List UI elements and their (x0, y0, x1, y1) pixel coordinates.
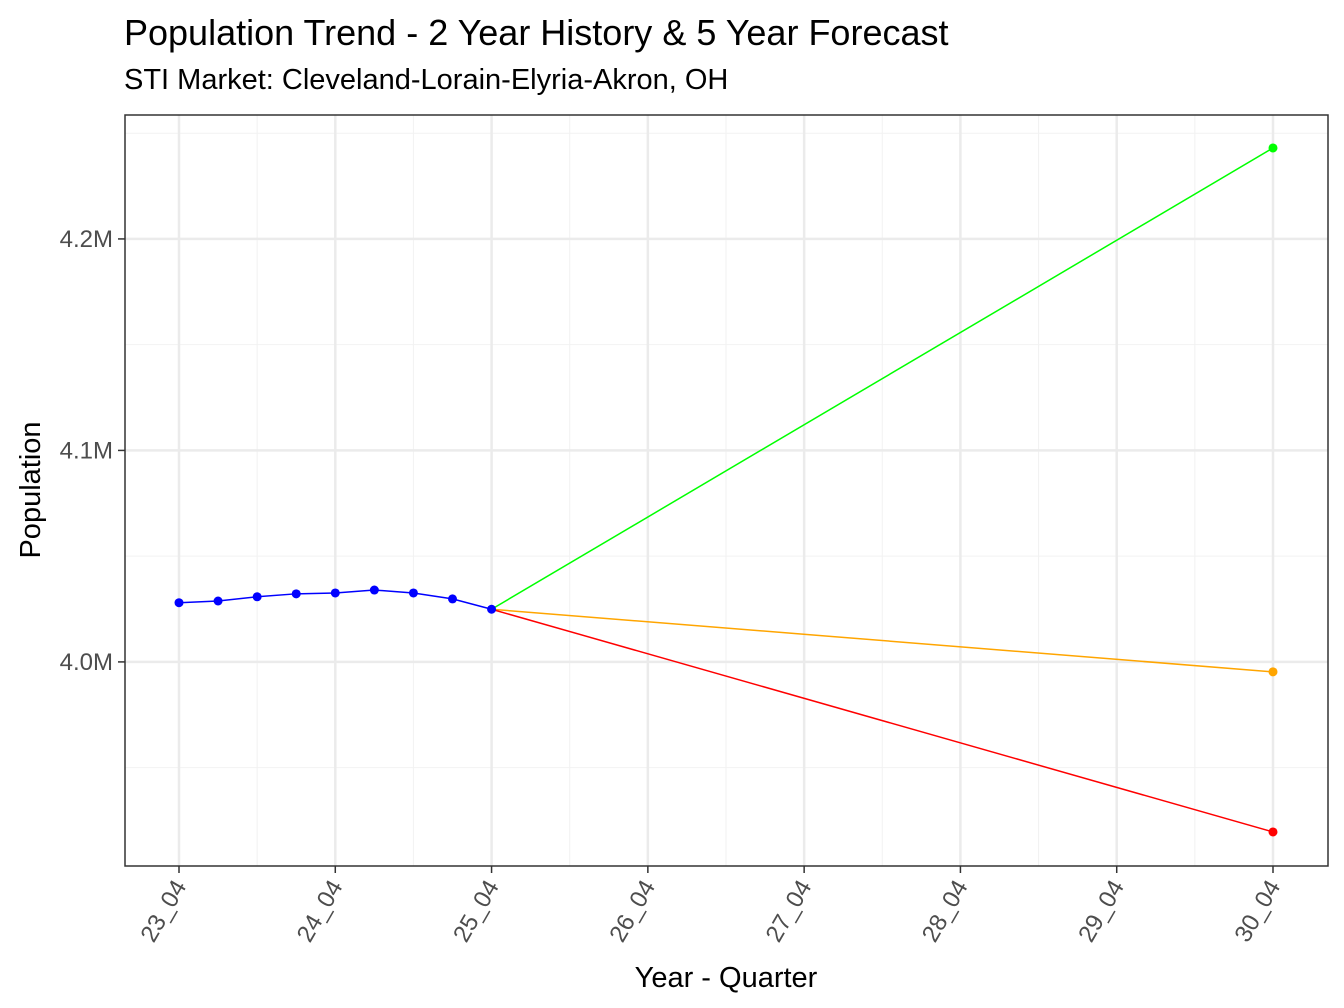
data-point-series-0 (330, 588, 340, 598)
series-line-1 (491, 147, 1274, 610)
data-point-series-0 (213, 596, 223, 606)
data-point-series-1 (1268, 143, 1278, 153)
y-tick-label: 4.0M (60, 649, 113, 676)
x-tick-label: 29_04 (1073, 876, 1130, 947)
x-tick-label: 24_04 (292, 876, 349, 947)
data-point-series-3 (1268, 827, 1278, 837)
chart-title: Population Trend - 2 Year History & 5 Ye… (124, 12, 949, 53)
chart-subtitle: STI Market: Cleveland-Lorain-Elyria-Akro… (124, 64, 729, 96)
data-point-series-0 (487, 604, 497, 614)
data-point-series-0 (174, 598, 184, 608)
data-point-series-0 (448, 594, 457, 604)
series-line-3 (491, 608, 1274, 833)
x-tick-label: 23_04 (135, 876, 192, 947)
x-tick-label: 25_04 (448, 876, 505, 947)
data-point-series-2 (1268, 667, 1278, 677)
y-tick-label: 4.2M (60, 226, 113, 253)
y-tick-label: 4.1M (60, 437, 113, 464)
data-point-series-0 (252, 592, 262, 602)
x-tick-label: 30_04 (1229, 876, 1286, 947)
data-point-series-0 (369, 585, 379, 595)
x-axis-label: Year - Quarter (635, 962, 818, 994)
x-tick-label: 28_04 (917, 876, 974, 947)
data-point-series-0 (291, 589, 301, 599)
y-axis-label: Population (15, 421, 47, 558)
series-line-2 (491, 608, 1274, 673)
data-point-series-0 (408, 588, 418, 598)
x-tick-label: 26_04 (604, 876, 661, 947)
x-tick-label: 27_04 (761, 876, 818, 947)
plot-panel-border (124, 114, 1329, 867)
